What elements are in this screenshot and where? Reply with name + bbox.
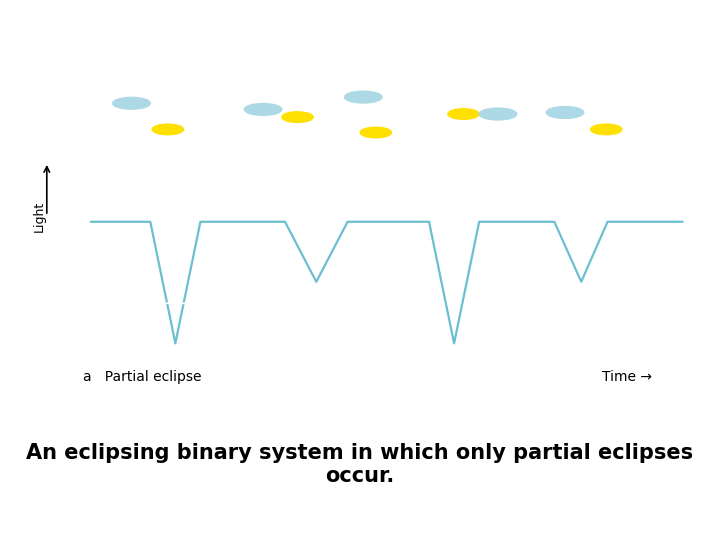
Ellipse shape — [244, 104, 282, 116]
Ellipse shape — [590, 124, 622, 134]
Ellipse shape — [546, 106, 584, 118]
Ellipse shape — [360, 127, 392, 138]
Text: a   Partial eclipse: a Partial eclipse — [83, 370, 202, 384]
Text: Light: Light — [33, 200, 46, 232]
Ellipse shape — [448, 109, 480, 119]
Ellipse shape — [480, 108, 517, 120]
Ellipse shape — [113, 97, 150, 109]
Text: Time →: Time → — [602, 370, 652, 384]
Ellipse shape — [152, 124, 184, 134]
Ellipse shape — [282, 112, 313, 123]
Text: Orbital period: Orbital period — [235, 315, 322, 328]
Ellipse shape — [344, 91, 382, 103]
Text: An eclipsing binary system in which only partial eclipses
occur.: An eclipsing binary system in which only… — [27, 443, 693, 486]
